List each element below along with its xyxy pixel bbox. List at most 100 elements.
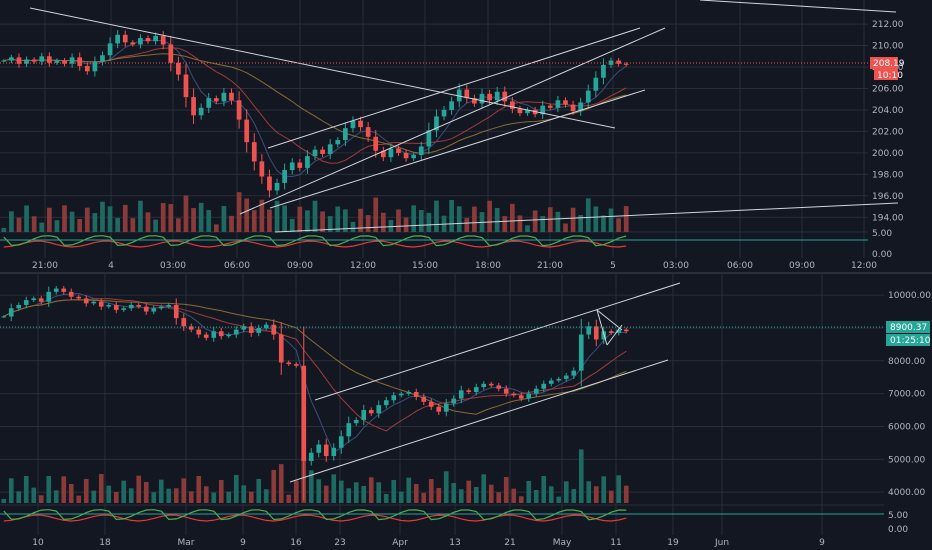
time-tick-label: 21 <box>504 538 515 548</box>
candle-down <box>251 142 257 162</box>
bottom-triangle-line-c[interactable] <box>606 324 623 346</box>
bottom-channel-upper-line[interactable] <box>314 282 681 401</box>
volume-bar <box>138 200 143 232</box>
volume-bar <box>92 213 98 232</box>
volume-bar <box>526 480 532 503</box>
candle-up <box>327 144 333 154</box>
volume-bar <box>107 206 113 232</box>
bottom-price-panel[interactable]: 10000.009000.008000.007000.006000.005000… <box>0 274 931 548</box>
candle-up <box>343 128 348 140</box>
candle-down <box>113 304 119 310</box>
volume-bar <box>198 202 204 232</box>
candle-down <box>122 34 128 43</box>
volume-bar <box>601 215 606 232</box>
candle-down <box>396 148 401 153</box>
time-tick-label: 18:00 <box>475 261 501 271</box>
volume-bar <box>188 491 194 503</box>
bottom-channel-lower-line[interactable] <box>289 359 669 483</box>
price-tick-label: 202.00 <box>872 127 904 137</box>
candle-up <box>151 308 157 312</box>
candle-up <box>206 98 212 108</box>
volume-bar <box>570 207 576 232</box>
candle-up <box>121 308 127 310</box>
candle-down <box>593 326 599 340</box>
candle-up <box>211 331 217 338</box>
candle-down <box>436 406 442 412</box>
volume-bar <box>338 480 344 503</box>
volume-bar <box>472 206 477 232</box>
volume-bar <box>9 211 14 232</box>
bottom-countdown-text: 01:25:10 <box>890 336 931 346</box>
volume-bar <box>1 228 7 232</box>
volume-bar <box>616 475 622 503</box>
candle-up <box>316 444 322 453</box>
price-tick-label: 4000.00 <box>888 488 925 498</box>
top-countdown-text: 10:10 <box>877 71 903 81</box>
candle-up <box>526 393 532 399</box>
top-trendlines[interactable] <box>29 0 899 233</box>
candle-down <box>278 334 284 363</box>
volume-bar <box>23 475 29 503</box>
volume-bar <box>494 207 500 232</box>
candle-down <box>320 149 325 154</box>
candle-down <box>62 60 67 64</box>
candle-up <box>441 109 447 117</box>
volume-bar <box>503 476 509 503</box>
candle-up <box>418 146 424 156</box>
candle-up <box>39 56 45 62</box>
candle-down <box>472 98 477 104</box>
candle-down <box>191 97 196 116</box>
candle-up <box>473 387 479 392</box>
time-tick-label: 11 <box>610 538 621 548</box>
candle-up <box>331 447 337 457</box>
moving-average-line <box>3 299 627 415</box>
price-tick-label: 206.00 <box>872 84 904 94</box>
price-tick-label: 212.00 <box>872 20 904 30</box>
bottom-time-axis: 10 18 Mar 9 16 23 Apr 13 21 May 11 19 Jun 9 <box>32 538 825 548</box>
upper-right-trendline[interactable] <box>699 0 897 13</box>
bottom-current-price-tag <box>886 321 930 333</box>
bottom-trendlines[interactable] <box>289 282 681 483</box>
channel-lower-line[interactable] <box>269 89 646 209</box>
volume-bar <box>365 215 371 232</box>
time-tick-label: May <box>553 538 572 548</box>
descending-resistance-line[interactable] <box>29 7 616 129</box>
channel-mid-line[interactable] <box>267 27 641 149</box>
candle-down <box>145 38 151 42</box>
candle-up <box>305 156 310 168</box>
channel-upper-line[interactable] <box>239 27 666 215</box>
candle-up <box>426 130 432 147</box>
price-tick-label: 196.00 <box>872 192 904 202</box>
volume-bar <box>428 478 434 503</box>
top-price-panel[interactable]: 212.00210.00208.00206.00204.00202.00200.… <box>0 0 905 271</box>
volume-bar <box>229 215 234 232</box>
candle-up <box>153 35 158 42</box>
candle-down <box>61 288 67 292</box>
candle-down <box>176 62 181 75</box>
volume-bar <box>373 197 379 232</box>
moving-average-line <box>3 292 627 454</box>
candle-up <box>458 390 464 399</box>
time-tick-label: 21:00 <box>32 261 58 271</box>
candle-up <box>166 304 172 307</box>
candle-down <box>183 74 189 98</box>
candle-up <box>578 102 584 112</box>
volume-bar <box>263 489 269 503</box>
candle-up <box>353 419 359 424</box>
volume-bar <box>46 475 52 503</box>
long-support-line[interactable] <box>274 202 899 233</box>
candle-up <box>46 291 52 302</box>
volume-bar <box>488 484 494 503</box>
candle-down <box>130 42 136 45</box>
volume-bar <box>61 476 67 503</box>
time-tick-label: 10 <box>32 538 44 548</box>
candle-down <box>188 326 194 330</box>
candle-up <box>274 182 280 191</box>
bottom-triangle-line-a[interactable] <box>596 309 608 346</box>
bottom-triangle-line-b[interactable] <box>596 309 623 331</box>
bottom-current-price-text: 8900.37 <box>890 323 927 333</box>
volume-bar <box>31 216 37 232</box>
volume-bar <box>196 475 202 503</box>
volume-bar <box>466 480 472 503</box>
